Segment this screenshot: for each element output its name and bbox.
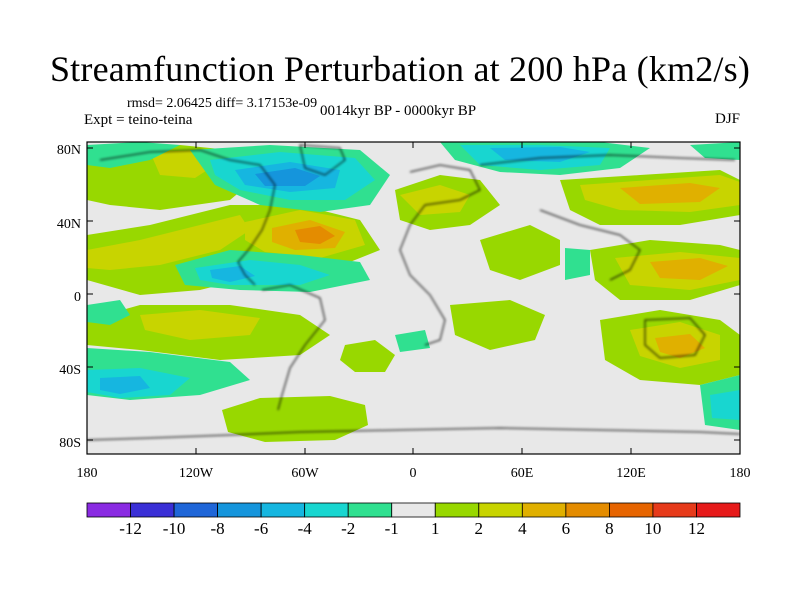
lat-tick-label: 40S (59, 363, 81, 378)
colorbar-swatch (391, 502, 436, 518)
colorbar-labels: -12 -10 -8 -6 -4 -2 -1 1 2 4 6 8 10 12 (119, 519, 705, 538)
contour-negative-core-10 (100, 376, 150, 394)
period-label: 0014kyr BP - 0000kyr BP (320, 103, 477, 119)
contour-negative-7 (565, 248, 590, 280)
colorbar-label: 8 (605, 519, 614, 538)
lat-tick-label: 80N (57, 143, 81, 158)
colorbar-label: -2 (341, 519, 355, 538)
lon-tick-label: 60E (511, 466, 534, 481)
colorbar-label: -6 (254, 519, 268, 538)
contour-positive-core-4 (295, 226, 335, 244)
colorbar-swatch (609, 502, 654, 518)
contour-negative-core-5 (710, 390, 740, 420)
lat-tick-label: 0 (74, 290, 81, 305)
colorbar-swatch (696, 502, 741, 518)
contour-positive-4 (480, 225, 560, 280)
contour-negative-10 (690, 142, 740, 160)
colorbar-swatch (217, 502, 262, 518)
colorbar-swatch (86, 502, 131, 518)
lon-tick-label: 180 (730, 466, 751, 481)
contour-positive-core-11 (655, 334, 705, 358)
contour-negative-core-9 (210, 266, 255, 282)
contour-fields (87, 142, 740, 442)
contour-positive-core-12 (400, 185, 470, 215)
colorbar-label: 12 (688, 519, 705, 538)
contour-negative-core-8 (490, 147, 590, 162)
coast-australia (644, 317, 706, 359)
coast-greenland (299, 144, 346, 176)
colorbar-label: 2 (475, 519, 484, 538)
colorbar-label: -10 (163, 519, 186, 538)
colorbar-swatch (304, 502, 349, 518)
coastlines (87, 144, 740, 441)
colorbar-swatch (434, 502, 480, 518)
contour-positive-9 (450, 300, 545, 350)
colorbar-label: -1 (385, 519, 399, 538)
lon-tick-label: 120W (179, 466, 214, 481)
colorbar-swatch (652, 502, 697, 518)
coast-north-america (99, 149, 276, 286)
lon-tick-label: 0 (410, 466, 417, 481)
contour-positive-core-6 (620, 183, 720, 204)
contour-positive-core-8 (650, 258, 728, 280)
coast-south-america (261, 284, 326, 411)
contour-negative-5 (87, 300, 130, 325)
coast-europe-africa (399, 164, 481, 346)
colorbar-swatch (173, 502, 218, 518)
coast-asia (479, 154, 736, 281)
contour-positive-core-9 (140, 310, 260, 340)
colorbar-label: 6 (562, 519, 571, 538)
colorbar-label: -8 (211, 519, 225, 538)
contour-negative-8 (395, 330, 430, 352)
season-label: DJF (714, 111, 740, 127)
coast-antarctica (87, 427, 740, 441)
contour-positive-8 (340, 340, 395, 372)
chart-title: Streamfunction Perturbation at 200 hPa (… (49, 49, 751, 89)
lon-tick-label: 180 (77, 466, 98, 481)
colorbar (86, 502, 741, 518)
tick-marks (86, 142, 741, 454)
colorbar-label: 4 (518, 519, 527, 538)
colorbar-label: 10 (644, 519, 661, 538)
colorbar-label: 1 (431, 519, 440, 538)
colorbar-label: -12 (119, 519, 142, 538)
lat-tick-label: 80S (59, 436, 81, 451)
contour-negative-core-7 (255, 168, 320, 186)
lat-tick-label: 40N (57, 217, 81, 232)
colorbar-swatch (521, 502, 567, 518)
experiment-label: Expt = teino-teina (84, 112, 193, 128)
lon-tick-label: 120E (616, 466, 646, 481)
contour-positive-11 (222, 396, 368, 442)
contour-positive-core-1 (87, 215, 250, 270)
colorbar-swatch (478, 502, 523, 518)
colorbar-label: -4 (298, 519, 313, 538)
colorbar-swatch (347, 502, 393, 518)
stats-label: rmsd= 2.06425 diff= 3.17153e-09 (127, 96, 318, 111)
colorbar-swatch (260, 502, 306, 518)
colorbar-swatch (565, 502, 610, 518)
colorbar-swatch (130, 502, 175, 518)
lon-tick-label: 60W (291, 466, 319, 481)
